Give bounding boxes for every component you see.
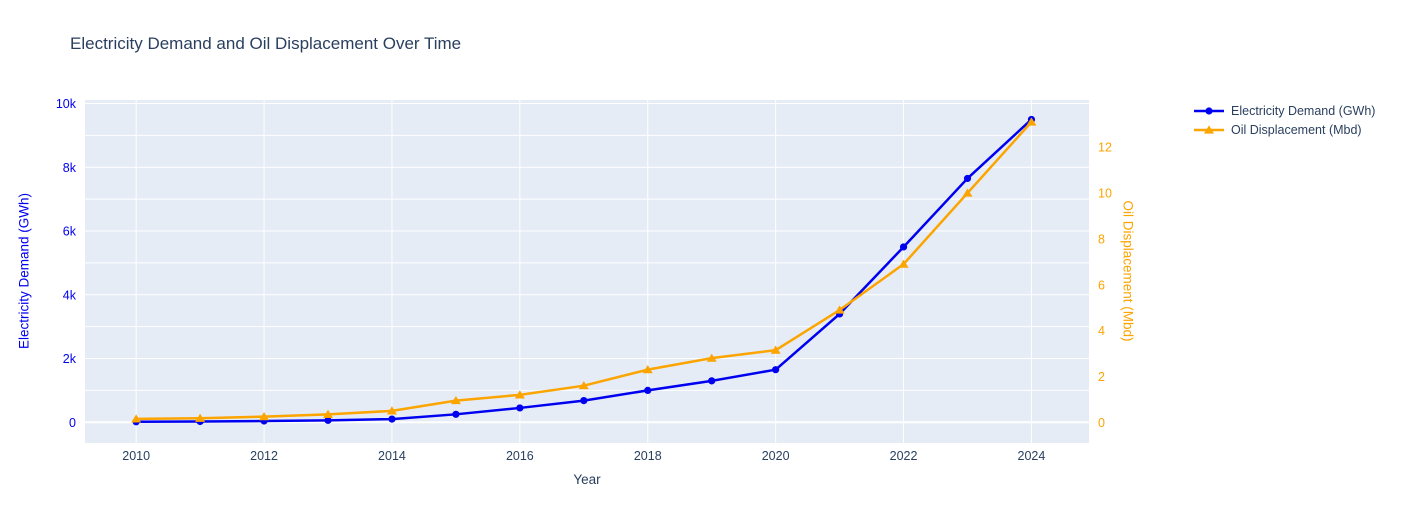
y-left-tick-label: 2k — [63, 352, 77, 366]
series-0-marker — [772, 366, 780, 374]
y-right-tick-label: 2 — [1098, 370, 1105, 384]
series-1-marker — [898, 259, 909, 268]
series-1-marker — [706, 353, 717, 362]
y-axis-right-title: Oil Displacement (Mbd) — [1120, 200, 1136, 342]
y-left-tick-label: 0 — [69, 416, 76, 430]
series-0-marker — [388, 415, 396, 423]
series-1-marker — [770, 345, 781, 354]
x-tick-label: 2018 — [634, 449, 662, 463]
series-0-marker — [516, 404, 524, 412]
series-1-marker — [578, 381, 589, 390]
x-axis-title: Year — [573, 472, 601, 487]
legend-line-triangle-icon — [1194, 125, 1224, 134]
y-left-tick-label: 6k — [63, 225, 77, 239]
series-1-marker — [386, 406, 397, 415]
legend: Electricity Demand (GWh) Oil Displacement… — [1194, 104, 1375, 137]
x-tick-label: 2014 — [378, 449, 406, 463]
legend-item-0[interactable]: Electricity Demand (GWh) — [1194, 104, 1375, 118]
y-right-tick-label: 10 — [1098, 187, 1112, 201]
x-tick-label: 2022 — [890, 449, 918, 463]
series-1-marker — [514, 390, 525, 399]
series-1-marker — [195, 413, 206, 422]
y-left-tick-label: 8k — [63, 161, 77, 175]
x-tick-label: 2012 — [250, 449, 278, 463]
series-0-marker — [963, 174, 972, 183]
series-1-marker — [131, 414, 142, 423]
x-tick-label: 2010 — [122, 449, 150, 463]
series-1-marker — [323, 409, 334, 418]
series-1-marker — [259, 412, 270, 421]
series-1-marker — [450, 395, 461, 405]
series-0-marker — [452, 410, 460, 418]
y-right-tick-label: 8 — [1098, 232, 1105, 246]
y-axis-left-title: Electricity Demand (GWh) — [16, 192, 32, 350]
y-right-tick-label: 0 — [1098, 416, 1105, 430]
x-tick-label: 2024 — [1018, 449, 1046, 463]
legend-label-0: Electricity Demand (GWh) — [1231, 104, 1376, 118]
series-0-marker — [644, 386, 652, 395]
series-0-marker — [708, 377, 716, 385]
y-left-tick-label: 4k — [63, 288, 77, 302]
legend-item-1[interactable]: Oil Displacement (Mbd) — [1194, 123, 1375, 137]
y-right-tick-label: 12 — [1098, 141, 1112, 155]
series-0-marker — [324, 416, 332, 424]
legend-label-1: Oil Displacement (Mbd) — [1231, 123, 1362, 137]
series-1-marker — [962, 188, 973, 197]
x-tick-label: 2016 — [506, 449, 534, 463]
y-right-tick-label: 4 — [1098, 324, 1105, 338]
series-1-marker — [642, 365, 653, 374]
chart-title: Electricity Demand and Oil Displacement … — [70, 34, 462, 53]
series-1-marker — [834, 305, 845, 314]
legend-line-circle-icon — [1194, 107, 1224, 115]
series-0-marker — [899, 243, 908, 251]
plot-area[interactable] — [85, 100, 1089, 443]
series-1-marker — [1026, 117, 1037, 126]
x-tick-label: 2020 — [762, 449, 790, 463]
series-0-marker — [580, 397, 588, 405]
y-left-tick-label: 10k — [56, 97, 77, 111]
y-right-tick-label: 6 — [1098, 278, 1105, 292]
